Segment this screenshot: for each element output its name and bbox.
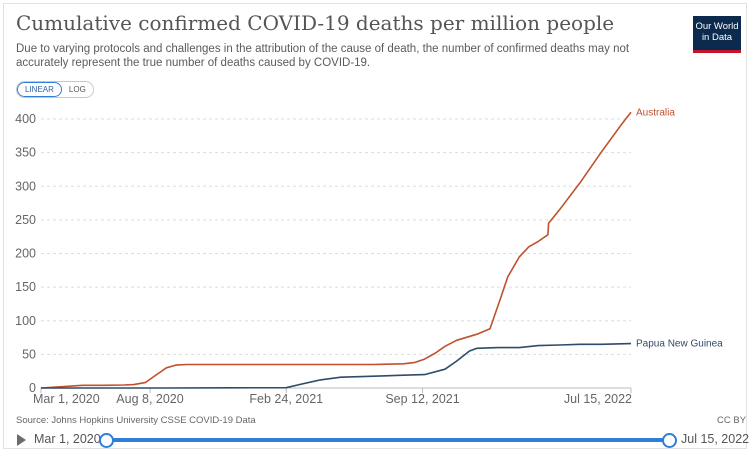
- chart-title: Cumulative confirmed COVID-19 deaths per…: [16, 11, 615, 35]
- timeline-start-label: Mar 1, 2020: [34, 432, 101, 446]
- owid-logo[interactable]: Our World in Data: [693, 16, 741, 53]
- logo-line-1: Our World: [695, 21, 739, 32]
- log-scale-button[interactable]: LOG: [61, 82, 93, 97]
- x-tick-label: Jul 15, 2022: [564, 392, 632, 406]
- linear-scale-button[interactable]: LINEAR: [17, 82, 62, 97]
- timeline-end-handle[interactable]: [662, 433, 677, 448]
- x-tick-label: Mar 1, 2020: [33, 392, 100, 406]
- x-tick-label: Feb 24, 2021: [249, 392, 323, 406]
- series-label-1: Papua New Guinea: [636, 339, 723, 350]
- y-tick-label: 300: [15, 179, 36, 193]
- logo-line-2: in Data: [701, 32, 733, 43]
- y-tick-label: 250: [15, 213, 36, 227]
- timeline-start-handle[interactable]: [99, 433, 114, 448]
- x-tick-label: Aug 8, 2020: [116, 392, 183, 406]
- timeline: Mar 1, 2020 Jul 15, 2022: [0, 428, 753, 452]
- y-tick-label: 50: [22, 347, 36, 361]
- series-line-1: [41, 342, 632, 389]
- y-tick-label: 350: [15, 146, 36, 160]
- y-tick-label: 100: [15, 314, 36, 328]
- y-tick-label: 150: [15, 280, 36, 294]
- y-tick-label: 0: [29, 381, 36, 395]
- timeline-end-label: Jul 15, 2022: [681, 432, 750, 446]
- source-note[interactable]: Source: Johns Hopkins University CSSE CO…: [16, 415, 256, 426]
- series-label-0: Australia: [636, 107, 675, 118]
- y-tick-label: 400: [15, 112, 36, 126]
- series-line-0: [40, 111, 632, 389]
- timeline-track[interactable]: [105, 438, 668, 442]
- scale-toggle: LINEAR LOG: [16, 81, 94, 98]
- y-tick-label: 200: [15, 247, 36, 261]
- chart-subtitle: Due to varying protocols and challenges …: [16, 43, 630, 69]
- play-icon[interactable]: [17, 434, 26, 446]
- chart-frame: [3, 3, 747, 449]
- x-tick-label: Sep 12, 2021: [385, 392, 459, 406]
- license-link[interactable]: CC BY: [717, 415, 747, 426]
